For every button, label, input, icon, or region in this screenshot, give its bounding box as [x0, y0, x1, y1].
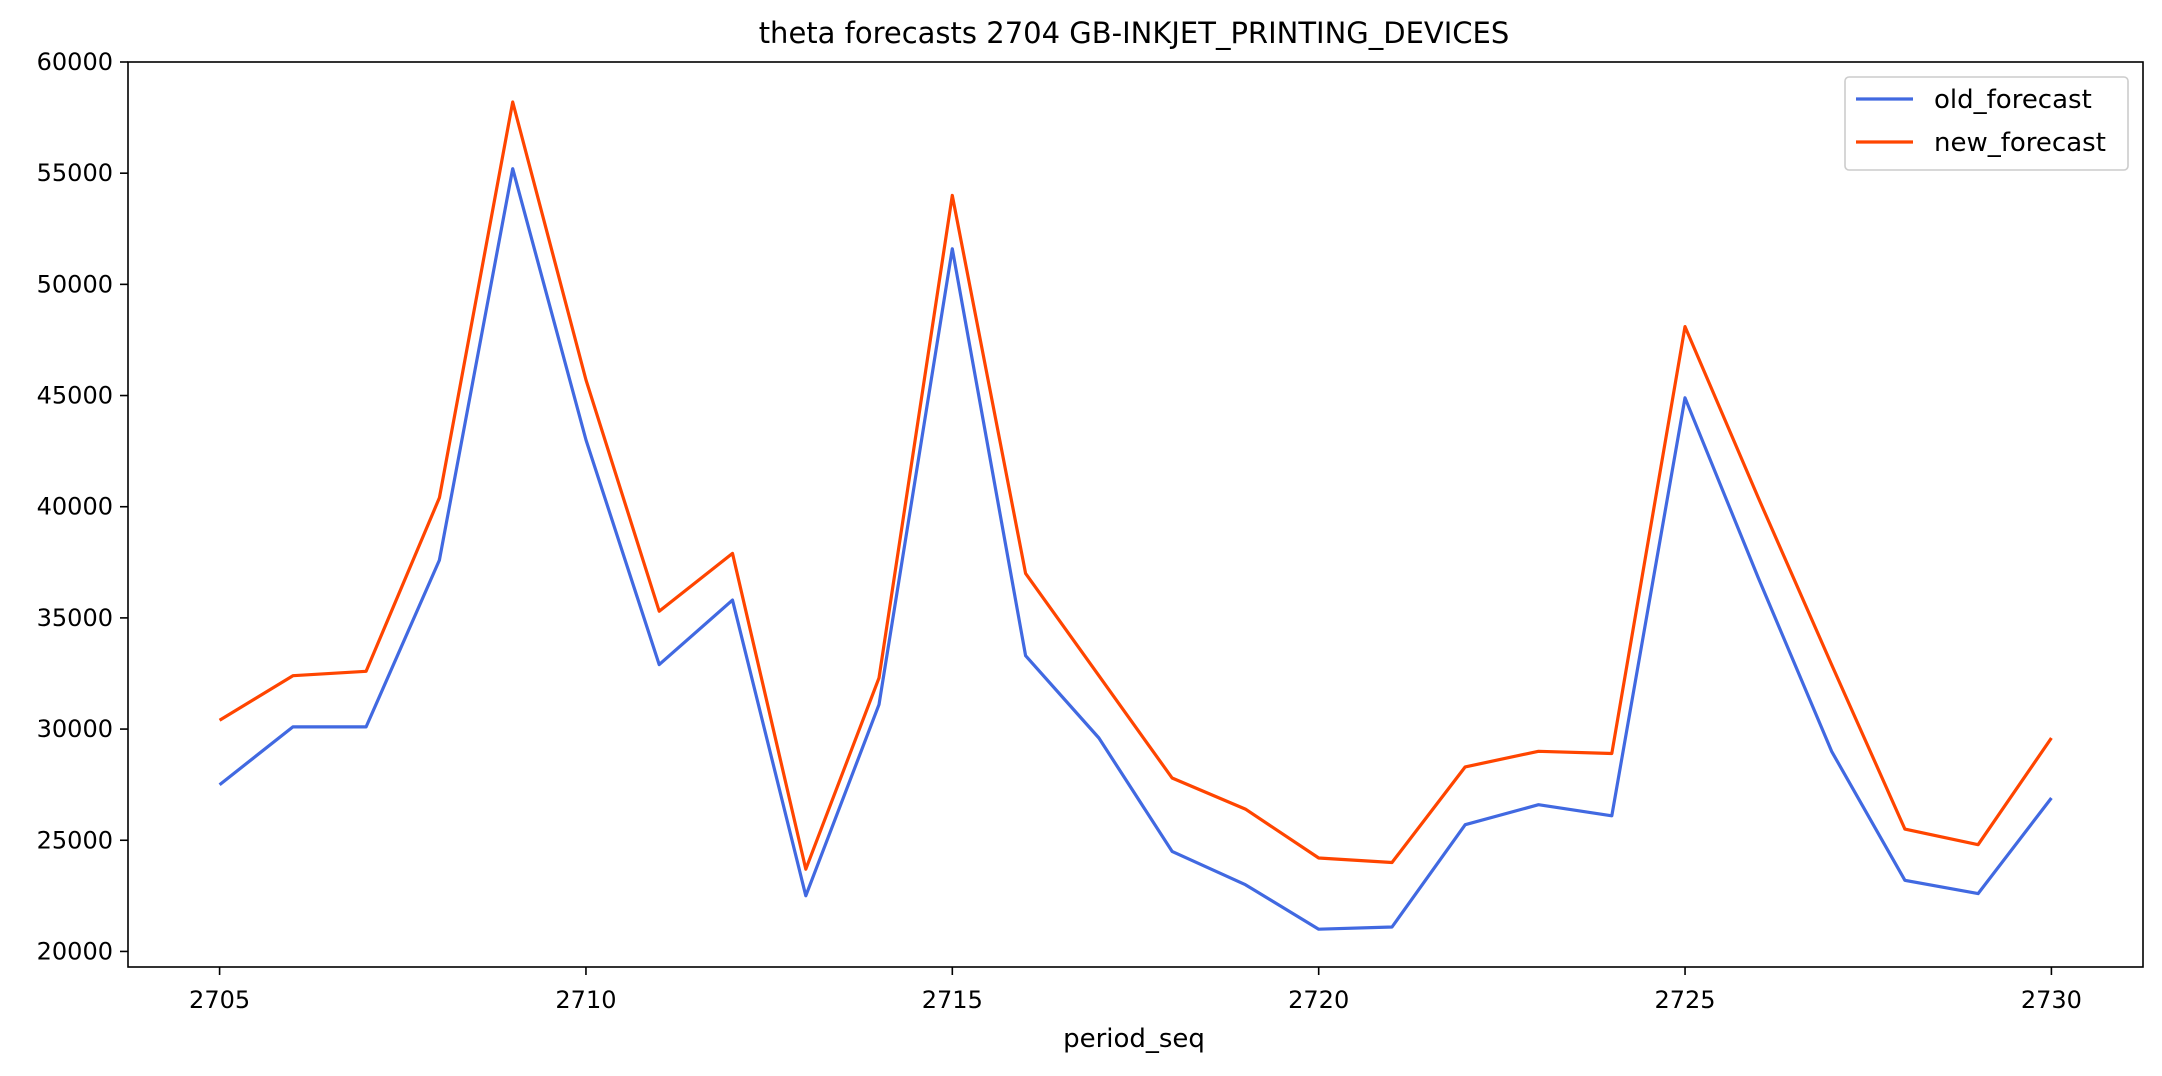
x-tick-label: 2725: [1655, 986, 1716, 1014]
legend-box: [1844, 76, 2129, 171]
series-line-old-forecast: [218, 167, 2053, 931]
x-tick-label: 2720: [1288, 986, 1349, 1014]
plot-frame: [127, 61, 2144, 968]
y-axis: 20000 25000 30000 35000 40000 45000 50000 55000…: [37, 48, 128, 965]
legend-label: old_forecast: [1934, 85, 2092, 115]
y-tick-label: 25000: [37, 826, 113, 854]
x-tick-label: 2730: [2021, 986, 2082, 1014]
series-line-new-forecast: [218, 100, 2053, 871]
y-tick-label: 20000: [37, 937, 113, 965]
y-tick-label: 45000: [37, 382, 113, 410]
y-tick-label: 30000: [37, 715, 113, 743]
series-layer: [218, 100, 2053, 931]
y-tick-label: 40000: [37, 493, 113, 521]
y-tick-label: 50000: [37, 270, 113, 298]
chart-title: theta forecasts 2704 GB-INKJET_PRINTING_…: [759, 16, 1510, 50]
x-axis-label: period_seq: [1063, 1024, 1205, 1054]
y-tick-label: 35000: [37, 604, 113, 632]
x-tick-label: 2715: [922, 986, 983, 1014]
x-tick-label: 2710: [555, 986, 616, 1014]
legend-label: new_forecast: [1934, 128, 2106, 158]
x-axis: 2705 2710 2715 2720 2725 2730: [189, 967, 2082, 1014]
y-tick-label: 55000: [37, 159, 113, 187]
x-tick-label: 2705: [189, 986, 250, 1014]
y-tick-label: 60000: [37, 48, 113, 76]
legend: old_forecast new_forecast: [1844, 76, 2129, 171]
